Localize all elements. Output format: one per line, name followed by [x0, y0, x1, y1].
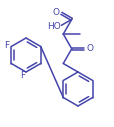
Text: F: F	[4, 41, 9, 50]
Text: O: O	[86, 44, 92, 53]
Text: O: O	[52, 8, 59, 17]
Text: F: F	[20, 72, 25, 81]
Text: HO: HO	[47, 22, 61, 31]
